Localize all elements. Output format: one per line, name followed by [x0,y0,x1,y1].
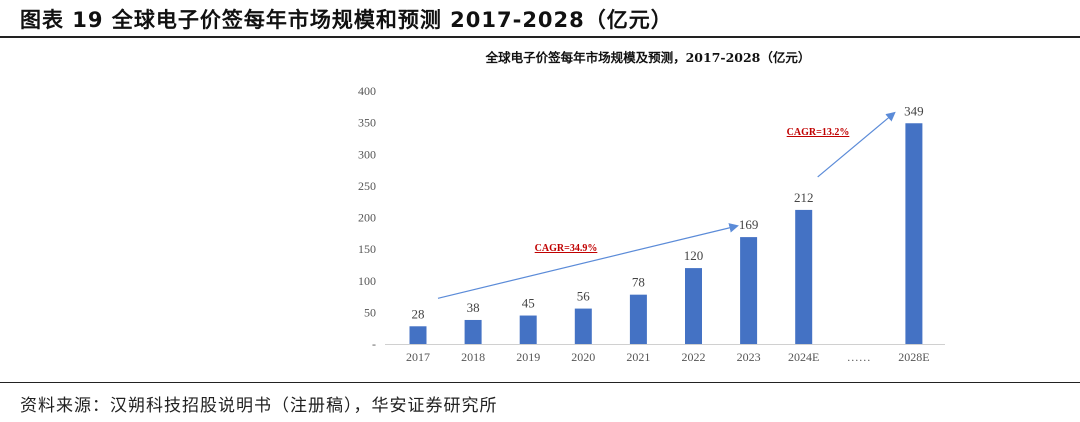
figure-title: 图表 19 全球电子价签每年市场规模和预测 2017-2028（亿元） [20,8,673,32]
data-label: 38 [467,300,480,315]
cagr-label: CAGR=13.2% [787,127,850,138]
bottom-divider [0,382,1080,383]
bar-2022 [685,268,702,344]
bar-2018 [464,319,482,344]
bar-2028E [905,123,923,344]
x-tick-label: 2023 [737,350,761,364]
y-tick-label: 200 [358,211,376,225]
bar-2021 [629,294,647,344]
data-label: 212 [794,190,814,205]
data-label: 45 [522,296,535,311]
x-tick-label: 2024E [788,350,819,364]
y-tick-label: 300 [358,147,376,161]
top-divider [0,36,1080,38]
data-label: 28 [412,306,425,321]
x-tick-label: …… [847,350,871,364]
data-label: 120 [684,248,704,263]
data-label: 169 [739,217,759,232]
cagr-arrow [437,223,739,299]
bar-2020 [574,308,592,344]
cagr-arrow [817,111,896,178]
y-tick-label: - [372,337,376,351]
source-note: 资料来源：汉朔科技招股说明书（注册稿），华安证券研究所 [20,396,498,416]
y-tick-label: 250 [358,179,376,193]
x-tick-label: 2020 [571,350,595,364]
bar-2023 [740,237,758,344]
y-tick-label: 400 [358,84,376,98]
data-label: 349 [904,103,924,118]
bar-2017 [409,326,427,344]
bar-2024E [795,209,813,344]
chart-title: 全球电子价签每年市场规模及预测，2017-2028（亿元） [485,50,811,65]
y-tick-label: 100 [358,274,376,288]
x-tick-label: 2017 [406,350,430,364]
x-tick-label: 2028E [898,350,929,364]
x-tick-label: 2022 [682,350,706,364]
x-tick-label: 2019 [516,350,540,364]
x-tick-label: 2018 [461,350,485,364]
x-tick-label: 2021 [626,350,650,364]
cagr-label: CAGR=34.9% [535,243,598,254]
y-tick-label: 150 [358,242,376,256]
bar-2019 [519,315,537,344]
y-tick-label: 350 [358,116,376,130]
y-tick-label: 50 [364,305,376,319]
data-label: 78 [632,275,645,290]
data-label: 56 [577,289,591,304]
